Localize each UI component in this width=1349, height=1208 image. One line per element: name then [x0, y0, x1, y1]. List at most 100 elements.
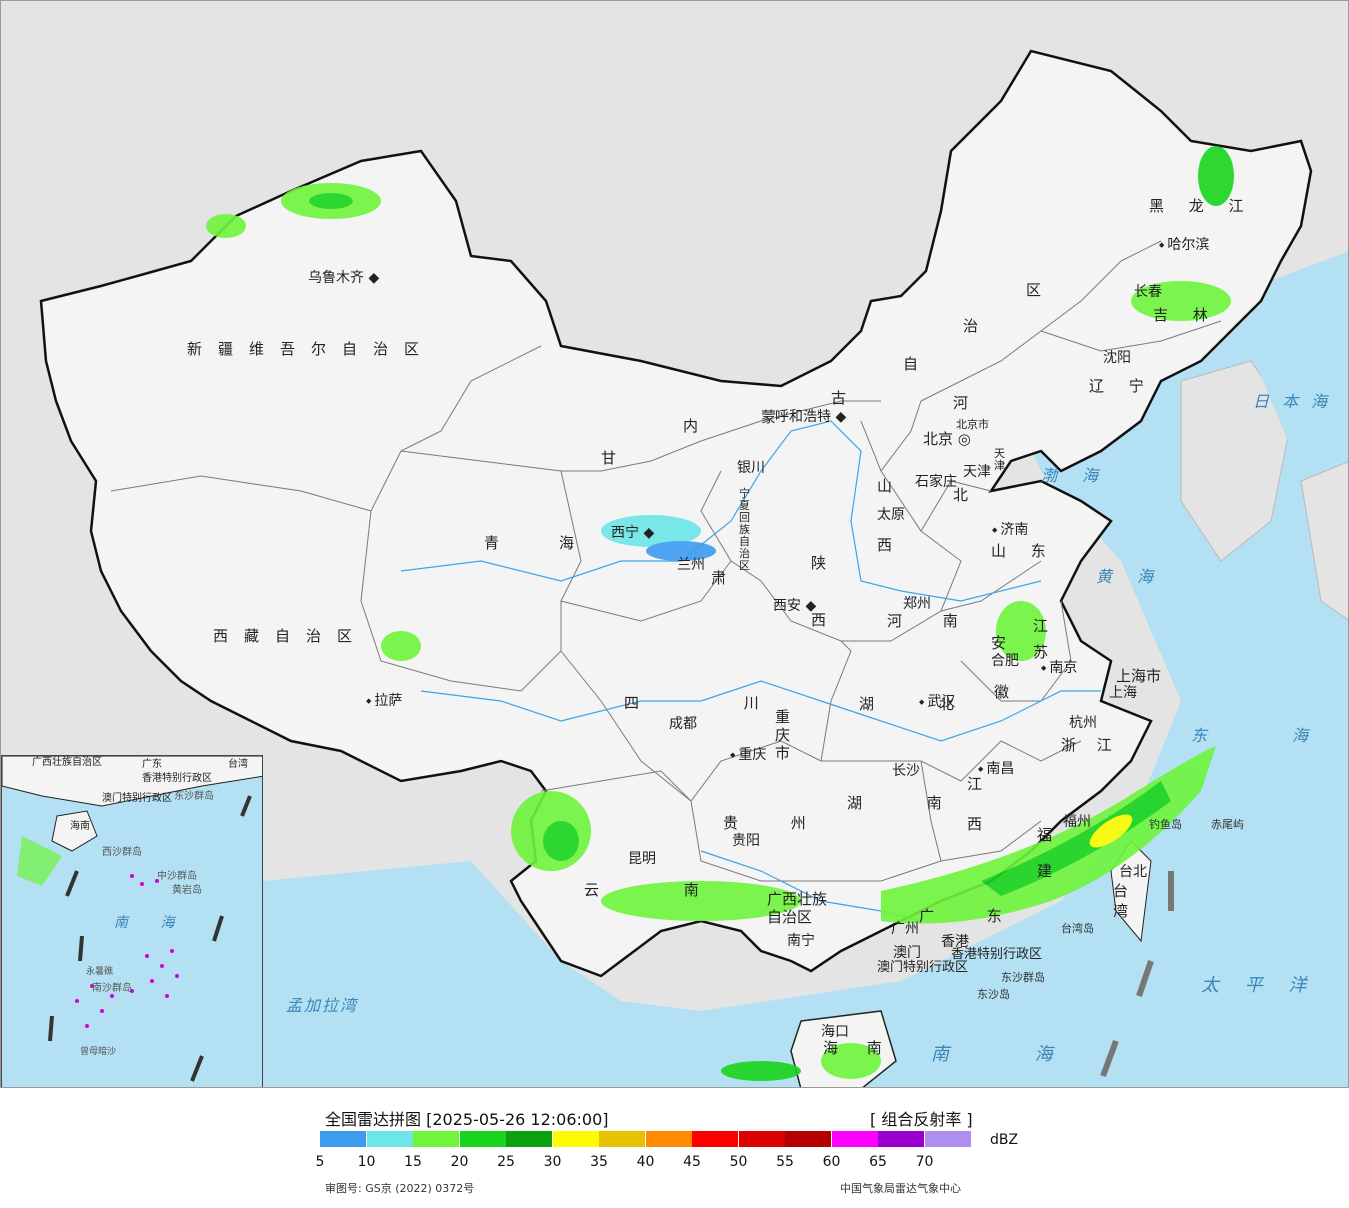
- scale-tick-label: 55: [776, 1154, 794, 1170]
- bay-of-bengal: [263, 861, 701, 1087]
- province-neimeng-5: 治: [963, 317, 979, 335]
- city-xining: 西宁 ◆: [611, 525, 655, 541]
- inset-guangxi: 广西壮族自治区: [32, 757, 102, 768]
- province-gansu-2: 肃: [711, 569, 727, 587]
- inset-taiwan: 台湾: [228, 759, 248, 770]
- province-jiangxi-2: 西: [967, 815, 983, 833]
- japan-islands: [1300, 461, 1348, 621]
- legend-product: [ 组合反射率 ]: [870, 1110, 973, 1129]
- color-swatch: [645, 1131, 692, 1147]
- province-gansu-1: 甘: [601, 449, 617, 467]
- province-xinjiang: 新疆维吾尔自治区: [187, 340, 436, 358]
- color-swatch: [831, 1131, 878, 1147]
- inset-yongshu: 永暑礁: [86, 967, 114, 977]
- legend-unit: dBZ: [990, 1132, 1019, 1148]
- color-swatch: [552, 1131, 599, 1147]
- scale-tick-label: 25: [497, 1154, 515, 1170]
- city-nanchang: 南昌: [978, 762, 1014, 776]
- color-swatch: [506, 1131, 552, 1147]
- radar-echoes: [206, 146, 1234, 1081]
- sea-ribenhai: 日 本 海: [1253, 392, 1332, 411]
- south-china-sea-inset: 广西壮族自治区 广东 台湾 香港特别行政区 澳门特别行政区 东沙群岛 海南 西沙…: [1, 755, 263, 1087]
- province-xizang: 西藏自治区: [213, 627, 369, 645]
- province-tianjin: 天津: [994, 447, 1005, 472]
- city-urumqi: 乌鲁木齐 ◆: [308, 270, 380, 286]
- inset-xisha: 西沙群岛: [102, 847, 142, 858]
- inset-hainan: 海南: [70, 821, 90, 832]
- city-tianjin: 天津: [963, 464, 991, 480]
- province-borders: [110, 240, 1222, 882]
- province-neimeng-6: 区: [1026, 281, 1042, 299]
- scale-tick-label: 15: [404, 1154, 422, 1170]
- color-swatch: [878, 1131, 924, 1147]
- approval-number: 审图号: GS京 (2022) 0372号: [325, 1182, 475, 1195]
- island-chiwei: 赤尾屿: [1211, 818, 1244, 831]
- province-shaanxi-2: 西: [811, 611, 827, 629]
- city-nanning: 南宁: [787, 933, 815, 949]
- province-neimeng-2: 蒙: [761, 408, 777, 426]
- inset-zengmu: 曾母暗沙: [80, 1047, 117, 1057]
- scale-tick-label: 40: [636, 1154, 655, 1170]
- province-guangxi: 广西壮族: [767, 890, 828, 908]
- city-aomen: 澳门: [893, 945, 921, 961]
- city-shenyang: 沈阳: [1103, 350, 1131, 366]
- scale-tick-label: 45: [683, 1154, 701, 1170]
- city-harbin: 哈尔滨: [1159, 238, 1209, 252]
- inset-guangdong: 广东: [142, 759, 162, 770]
- city-shanghai: 上海: [1109, 685, 1137, 701]
- map-base: [39, 49, 1348, 1087]
- color-swatch: [924, 1131, 971, 1147]
- city-taibei: 台北: [1119, 864, 1147, 880]
- scale-tick-label: 5: [315, 1154, 325, 1170]
- radar-map: 新疆维吾尔自治区 西藏自治区 青 海 甘 肃 内 蒙 古 自 治 区 黑 龙 江…: [0, 0, 1349, 1088]
- city-yinchuan: 银川: [737, 460, 765, 476]
- sea-mengjiala: 孟加拉湾: [286, 996, 359, 1015]
- color-swatch: [366, 1131, 413, 1147]
- province-qinghai-2: 海: [559, 534, 575, 552]
- sea-of-japan: [1231, 251, 1348, 481]
- province-fujian: 福 建: [1037, 826, 1053, 880]
- province-sichuan: 四 川: [624, 694, 809, 712]
- sea-bohai: 渤 海: [1041, 466, 1109, 485]
- island-diaoyu: 钓鱼岛: [1149, 818, 1182, 831]
- province-hunan: 湖 南: [847, 794, 972, 812]
- city-beijingshi: 北京市: [956, 418, 989, 431]
- city-changchun: 长春: [1134, 284, 1162, 300]
- province-hebei-2: 北: [953, 486, 969, 504]
- scale-tick-label: 70: [915, 1154, 934, 1170]
- city-guangzhou: 广州: [891, 921, 919, 937]
- city-xianggang: 香港: [941, 934, 969, 950]
- city-hefei: 合肥: [991, 653, 1019, 669]
- sea-donghai: 东 海: [1191, 726, 1349, 745]
- province-jiangxi-1: 江: [967, 775, 983, 793]
- province-henan: 河 南: [887, 612, 976, 630]
- province-anhui-1: 安: [991, 634, 1007, 652]
- province-guangxi-2: 自治区: [767, 908, 813, 926]
- inset-nansha: 南沙群岛: [92, 983, 132, 994]
- province-heilongjiang: 黑 龙 江: [1149, 197, 1254, 215]
- province-shandong: 山 东: [991, 542, 1056, 560]
- city-changsha: 长沙: [892, 763, 920, 779]
- color-swatch: [413, 1131, 459, 1147]
- legend-panel: 全国雷达拼图 [2025-05-26 12:06:00] [ 组合反射率 ] d…: [0, 1088, 1349, 1208]
- province-neimeng-1: 内: [683, 417, 699, 435]
- boundary-dashes: [1100, 871, 1174, 1078]
- city-chongqing: 重庆: [730, 748, 766, 762]
- city-jinan: 济南: [992, 523, 1028, 537]
- inset-macau: 澳门特别行政区: [102, 793, 172, 804]
- province-zhejiang: 浙 江: [1061, 736, 1120, 754]
- scale-tick-label: 35: [590, 1154, 608, 1170]
- province-yunnan: 云 南: [584, 881, 739, 899]
- province-liaoning: 辽 宁: [1089, 377, 1154, 395]
- color-swatch: [459, 1131, 506, 1147]
- province-ningxia: 宁夏回族自治区: [739, 487, 750, 572]
- japan-korea-land: [1180, 360, 1292, 562]
- sea-huanghai: 黄 海: [1096, 567, 1164, 586]
- province-qinghai-1: 青: [484, 534, 500, 552]
- color-swatch: [599, 1131, 645, 1147]
- province-hainan: 海 南: [823, 1039, 894, 1057]
- province-shanghai: 上海市: [1116, 667, 1162, 685]
- province-chongqing: 重庆市: [775, 708, 791, 762]
- province-jiangsu: 江 苏: [1033, 617, 1053, 661]
- city-zhengzhou: 郑州: [903, 596, 931, 612]
